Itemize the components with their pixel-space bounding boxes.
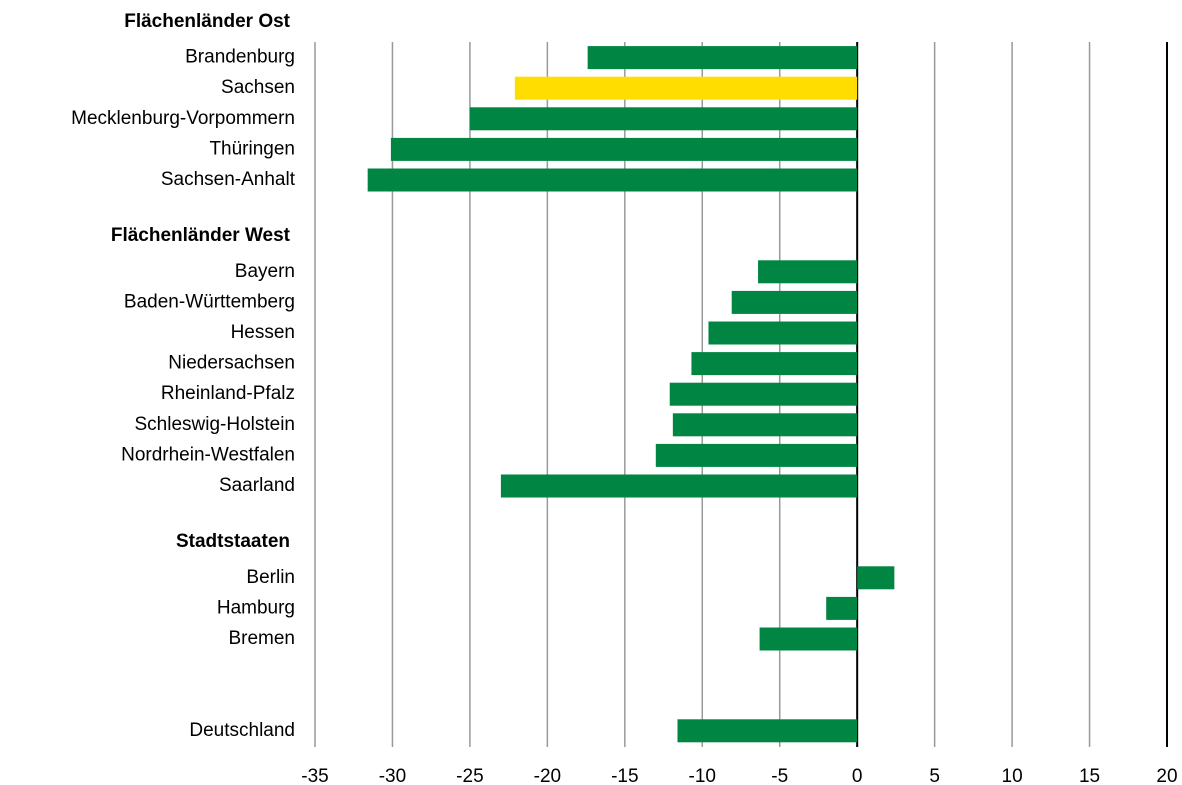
bar — [500, 474, 858, 498]
x-tick-label: 20 — [1156, 766, 1177, 785]
bar — [677, 719, 858, 743]
y-tick-label: Sachsen-Anhalt — [161, 169, 296, 190]
bar — [708, 321, 858, 345]
x-tick-label: 15 — [1079, 766, 1100, 785]
y-tick-label: Mecklenburg-Vorpommern — [71, 108, 295, 129]
x-tick-label: -30 — [379, 766, 406, 785]
y-tick-label: Saarland — [219, 475, 295, 496]
bar — [672, 413, 858, 437]
group-header: Flächenländer West — [111, 225, 291, 246]
y-tick-label: Niedersachsen — [168, 353, 295, 374]
bar — [655, 443, 858, 467]
bar — [731, 290, 858, 314]
y-tick-label: Sachsen — [221, 77, 295, 98]
group-header: Flächenländer Ost — [124, 11, 290, 32]
bar — [669, 382, 858, 406]
x-tick-label: -25 — [456, 766, 483, 785]
y-tick-label: Bremen — [228, 628, 295, 649]
x-tick-label: -5 — [771, 766, 788, 785]
y-tick-label: Baden-Württemberg — [124, 291, 295, 312]
bar — [587, 46, 858, 70]
y-tick-label: Berlin — [246, 567, 295, 588]
bar — [759, 627, 858, 651]
x-tick-label: -35 — [301, 766, 328, 785]
y-tick-label: Hessen — [231, 322, 295, 343]
bar — [691, 352, 858, 376]
bar — [514, 76, 858, 100]
y-tick-label: Hamburg — [217, 597, 295, 618]
x-tick-label: -20 — [534, 766, 561, 785]
bar — [367, 168, 858, 192]
y-tick-label: Brandenburg — [185, 47, 295, 68]
y-tick-label: Nordrhein-Westfalen — [121, 444, 295, 465]
bar — [469, 107, 858, 131]
bar — [826, 596, 858, 620]
bar — [390, 137, 858, 161]
y-tick-label: Thüringen — [209, 138, 295, 159]
y-tick-label: Schleswig-Holstein — [134, 414, 295, 435]
x-tick-label: 0 — [852, 766, 863, 785]
group-header: Stadtstaaten — [176, 531, 290, 552]
x-tick-label: 5 — [929, 766, 940, 785]
y-tick-label: Rheinland-Pfalz — [161, 383, 295, 404]
bar — [758, 260, 858, 284]
bar — [857, 566, 895, 590]
x-tick-label: 10 — [1002, 766, 1023, 785]
y-tick-label: Deutschland — [189, 720, 295, 741]
x-tick-label: -10 — [689, 766, 716, 785]
x-tick-label: -15 — [611, 766, 638, 785]
y-tick-label: Bayern — [235, 261, 295, 282]
